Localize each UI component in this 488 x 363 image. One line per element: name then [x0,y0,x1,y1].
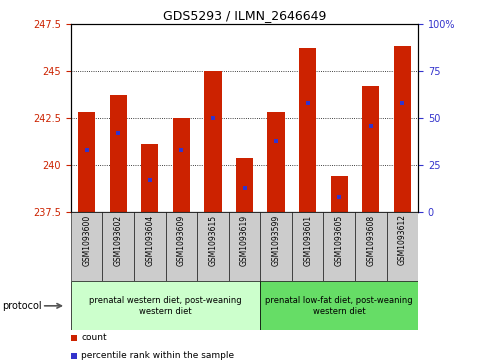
Bar [323,212,354,281]
Bar [165,212,197,281]
Text: GSM1093615: GSM1093615 [208,215,217,266]
Bar [172,118,190,212]
Text: prenatal low-fat diet, post-weaning
western diet: prenatal low-fat diet, post-weaning west… [265,296,412,316]
Bar [393,46,410,212]
Text: protocol: protocol [2,301,42,311]
Bar [78,112,95,212]
Bar [298,48,316,212]
Text: GSM1093602: GSM1093602 [114,215,122,266]
Bar [71,281,260,330]
Text: GSM1093604: GSM1093604 [145,215,154,266]
Bar [102,212,134,281]
Text: GSM1093599: GSM1093599 [271,215,280,266]
Bar [71,212,102,281]
Text: GSM1093612: GSM1093612 [397,215,406,265]
Text: GSM1093600: GSM1093600 [82,215,91,266]
Bar [197,212,228,281]
Bar [109,95,127,212]
Bar [386,212,417,281]
Title: GDS5293 / ILMN_2646649: GDS5293 / ILMN_2646649 [163,9,325,23]
Text: GSM1093605: GSM1093605 [334,215,343,266]
Bar [141,144,158,212]
Bar [354,212,386,281]
Bar [260,281,417,330]
Bar [330,176,347,212]
Text: GSM1093609: GSM1093609 [177,215,185,266]
Text: prenatal western diet, post-weaning
western diet: prenatal western diet, post-weaning west… [89,296,242,316]
Bar [260,212,291,281]
Bar [361,86,379,212]
Bar [235,158,253,212]
Text: count: count [81,333,107,342]
Text: GSM1093601: GSM1093601 [303,215,311,266]
Bar [267,112,284,212]
Bar [291,212,323,281]
Bar [134,212,165,281]
Bar [204,71,221,212]
Text: percentile rank within the sample: percentile rank within the sample [81,351,234,360]
Text: GSM1093608: GSM1093608 [366,215,374,266]
Text: GSM1093619: GSM1093619 [240,215,248,266]
Bar [228,212,260,281]
